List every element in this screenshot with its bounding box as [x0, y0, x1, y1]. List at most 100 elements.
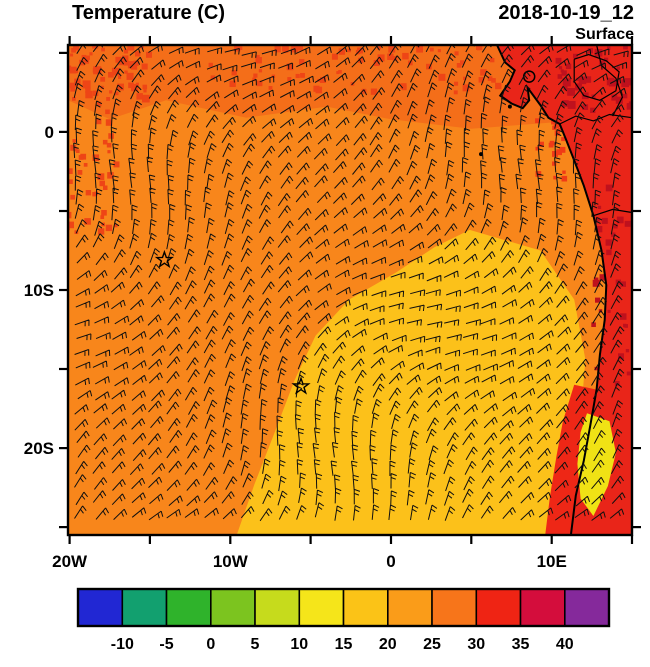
field-speckle	[535, 118, 540, 124]
field-speckle	[128, 61, 136, 69]
country-border	[559, 113, 632, 125]
field-speckle	[108, 133, 114, 139]
field-speckle	[143, 89, 147, 93]
field-speckle	[626, 371, 631, 376]
field-speckle	[573, 53, 578, 59]
field-speckle	[74, 148, 78, 152]
colorbar-cell	[342, 588, 389, 627]
field-speckle	[142, 94, 150, 103]
level-label: Surface	[575, 26, 634, 43]
field-speckle	[565, 63, 572, 69]
field-speckle	[92, 154, 100, 161]
field-speckle	[584, 76, 592, 83]
colorbar-cell	[254, 588, 301, 627]
field-speckle	[102, 139, 108, 145]
field-speckle	[72, 139, 76, 143]
field-speckle	[98, 228, 105, 235]
field-speckle	[454, 51, 459, 56]
field-speckle	[100, 76, 106, 82]
field-speckle	[210, 75, 215, 80]
field-speckle	[84, 218, 91, 225]
field-speckle	[616, 66, 620, 70]
field-speckle	[553, 175, 557, 180]
field-speckle	[402, 85, 407, 91]
y-tick-label: 0	[45, 123, 54, 142]
field-speckle	[115, 91, 119, 96]
field-speckle	[338, 70, 342, 74]
field-speckle	[124, 70, 128, 74]
field-speckle	[135, 82, 139, 86]
colorbar-tick-label: 30	[467, 636, 485, 653]
field-speckle	[320, 77, 326, 83]
field-speckle	[558, 127, 562, 131]
field-speckle	[296, 45, 303, 51]
field-speckle	[620, 313, 627, 320]
field-speckle	[126, 72, 134, 80]
field-speckle	[578, 76, 587, 85]
field-speckle	[101, 210, 107, 216]
field-speckle	[118, 75, 122, 79]
colorbar-tick-label: 35	[512, 636, 530, 653]
field-speckle	[463, 76, 467, 80]
field-speckle	[429, 47, 434, 52]
field-speckle	[361, 88, 367, 94]
field-speckle	[606, 77, 615, 86]
field-speckle	[115, 56, 122, 63]
field-speckle	[231, 70, 237, 76]
colorbar-cell	[165, 588, 212, 627]
field-speckle	[607, 309, 611, 313]
y-tick-label: 20S	[24, 439, 54, 458]
field-speckle	[611, 232, 616, 237]
field-speckle	[73, 45, 79, 51]
field-speckle	[100, 215, 105, 219]
field-speckle	[295, 73, 300, 79]
field-speckle	[299, 59, 305, 65]
field-speckle	[274, 46, 281, 53]
field-coastal-red-south	[545, 384, 597, 535]
field-speckle	[83, 163, 88, 167]
station-marker-star	[291, 376, 311, 395]
colorbar-tick-label: 0	[206, 636, 215, 653]
field-speckle	[551, 120, 556, 125]
field-speckle	[73, 83, 77, 88]
field-speckle	[611, 94, 618, 101]
field-speckle	[238, 46, 243, 50]
field-speckle	[615, 96, 623, 104]
field-speckle	[370, 88, 378, 95]
field-speckle	[554, 130, 560, 136]
field-speckle	[253, 73, 258, 78]
field-speckle	[92, 192, 97, 197]
field-speckle	[286, 63, 294, 71]
field-speckle	[72, 97, 76, 101]
field-speckle	[300, 73, 305, 78]
field-speckle	[68, 221, 74, 229]
field-speckle	[605, 239, 612, 246]
field-speckle	[123, 49, 129, 54]
field-speckle	[92, 45, 99, 49]
field-speckle	[336, 71, 340, 75]
field-speckle	[625, 349, 630, 353]
field-speckle	[146, 51, 152, 58]
field-speckle	[620, 281, 626, 287]
field-speckle	[453, 90, 458, 95]
field-speckle	[92, 68, 98, 73]
x-tick-label: 20W	[52, 552, 88, 571]
field-speckle	[106, 142, 112, 148]
field-speckle	[477, 46, 481, 51]
field-speckle	[591, 322, 596, 327]
colorbar-frame	[76, 587, 611, 628]
land-africa	[497, 45, 632, 535]
field-speckle	[616, 216, 624, 224]
field-speckle	[561, 137, 566, 142]
field-speckle	[462, 84, 470, 92]
field-speckle	[111, 67, 120, 76]
field-speckle	[287, 77, 292, 82]
field-speckle	[331, 53, 338, 60]
colorbar-tick-label: 20	[379, 636, 397, 653]
field-speckle	[282, 45, 289, 52]
field-speckle	[556, 149, 562, 156]
field-speckle	[596, 226, 603, 233]
field-speckle	[70, 144, 77, 151]
colorbar-tick-label: 15	[335, 636, 353, 653]
